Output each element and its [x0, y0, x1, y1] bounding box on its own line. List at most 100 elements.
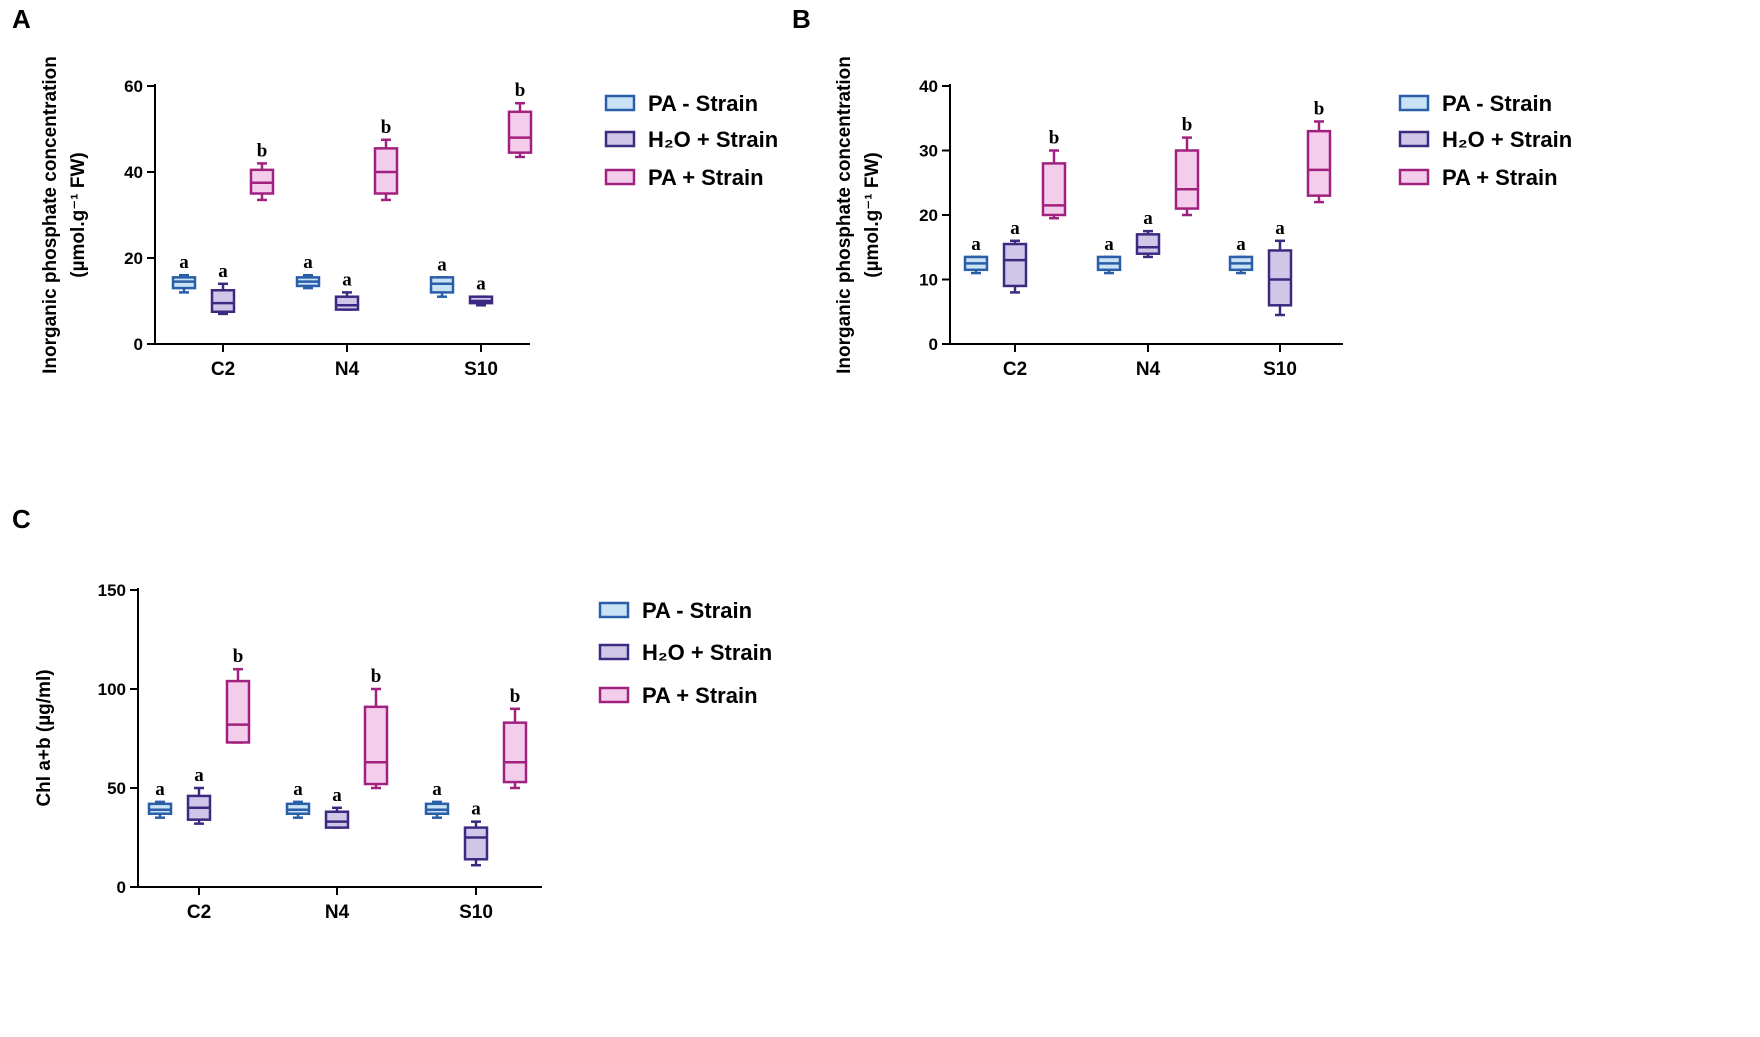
y-tick-label: 0: [117, 878, 126, 897]
box-pa_plus: b: [373, 117, 399, 202]
box-h2o_plus: a: [334, 269, 360, 311]
box-pa_plus: b: [249, 140, 275, 202]
significance-letter: b: [1314, 98, 1325, 119]
box-h2o_plus: a: [186, 765, 212, 825]
box-iqr: [225, 679, 251, 744]
significance-letter: a: [194, 765, 204, 786]
panel-label: C: [12, 504, 31, 534]
box-iqr: [210, 289, 236, 313]
box-pa_minus: a: [1228, 234, 1254, 275]
legend-label-pa_plus: PA + Strain: [648, 165, 764, 190]
legend-label-h2o_plus: H₂O + Strain: [642, 640, 772, 665]
box-h2o_plus: a: [468, 274, 494, 307]
box-pa_minus: a: [424, 779, 450, 819]
box-iqr: [1267, 249, 1293, 307]
box-pa_plus: b: [225, 646, 251, 744]
box-iqr: [334, 295, 360, 311]
legend-label-pa_minus: PA - Strain: [648, 91, 758, 116]
significance-letter: a: [1010, 218, 1020, 239]
x-tick-label: S10: [464, 359, 498, 380]
panel-a: A 0 20 40 60 C2 N4 S10 Inorganic phosphate conce…: [12, 4, 778, 380]
significance-letter: a: [293, 779, 303, 800]
legend-swatch-h2o_plus: [604, 130, 636, 148]
panel-label: B: [792, 4, 811, 34]
legend-swatch-pa_plus: [598, 686, 630, 704]
x-tick-label: S10: [1263, 359, 1297, 380]
box-pa_plus: b: [1306, 98, 1332, 204]
significance-letter: a: [471, 799, 481, 820]
x-tick-label: C2: [211, 359, 235, 380]
y-tick-label: 20: [919, 206, 938, 225]
significance-letter: a: [218, 261, 228, 282]
significance-letter: b: [233, 646, 244, 667]
panel-b: B 0 10 20 30 40 C2 N4 S10 Inorganic phosphate con…: [792, 4, 1572, 380]
y-axis-label: Inorganic phosphate concentration: [40, 56, 61, 374]
box-pa_plus: b: [1174, 115, 1200, 217]
significance-letter: a: [1275, 218, 1285, 239]
y-tick-label: 0: [929, 335, 938, 354]
y-tick-label: 60: [124, 77, 143, 96]
significance-letter: a: [1104, 234, 1114, 255]
box-iqr: [502, 721, 528, 784]
box-pa_minus: a: [963, 234, 989, 275]
significance-letter: a: [1236, 234, 1246, 255]
x-tick-label: C2: [1003, 359, 1027, 380]
box-iqr: [363, 705, 389, 786]
significance-letter: a: [437, 254, 447, 275]
x-tick-label: S10: [459, 902, 493, 923]
significance-letter: b: [1182, 115, 1193, 136]
y-tick-label: 10: [919, 271, 938, 290]
y-tick-label: 30: [919, 142, 938, 161]
box-h2o_plus: a: [324, 785, 350, 829]
panel-label: A: [12, 4, 31, 34]
legend-label-pa_minus: PA - Strain: [642, 598, 752, 623]
significance-letter: a: [342, 269, 352, 290]
box-iqr: [1174, 149, 1200, 210]
y-tick-label: 0: [134, 335, 143, 354]
box-iqr: [463, 826, 489, 861]
significance-letter: a: [332, 785, 342, 806]
box-iqr: [324, 810, 350, 829]
legend-swatch-pa_minus: [1398, 94, 1430, 112]
x-tick-label: N4: [335, 359, 360, 380]
box-iqr: [1002, 242, 1028, 288]
significance-letter: a: [155, 779, 165, 800]
significance-letter: a: [179, 252, 189, 273]
box-pa_minus: a: [295, 252, 321, 290]
box-pa_plus: b: [502, 686, 528, 790]
legend-swatch-h2o_plus: [598, 643, 630, 661]
box-h2o_plus: a: [1267, 218, 1293, 317]
box-pa_plus: b: [1041, 128, 1067, 220]
significance-letter: a: [432, 779, 442, 800]
y-axis-label: Chl a+b (µg/ml): [34, 669, 55, 806]
legend: PA - Strain H₂O + Strain PA + Strain: [604, 91, 778, 190]
x-tick-label: C2: [187, 902, 211, 923]
legend: PA - Strain H₂O + Strain PA + Strain: [1398, 91, 1572, 190]
significance-letter: b: [381, 117, 392, 138]
x-tick-label: N4: [325, 902, 350, 923]
box-pa_plus: b: [507, 80, 533, 159]
box-iqr: [1041, 162, 1067, 217]
significance-letter: b: [515, 80, 526, 101]
significance-letter: a: [1143, 208, 1153, 229]
significance-letter: a: [303, 252, 313, 273]
legend-label-pa_plus: PA + Strain: [642, 683, 758, 708]
y-tick-label: 50: [107, 779, 126, 798]
legend-swatch-pa_plus: [1398, 168, 1430, 186]
y-axis-label: Inorganic phosphate concentration: [834, 56, 855, 374]
significance-letter: a: [971, 234, 981, 255]
significance-letter: b: [1049, 128, 1060, 149]
box-iqr: [1135, 233, 1161, 255]
y-tick-label: 40: [919, 77, 938, 96]
legend-swatch-h2o_plus: [1398, 130, 1430, 148]
box-pa_minus: a: [171, 252, 197, 294]
box-iqr: [507, 110, 533, 154]
y-tick-label: 40: [124, 163, 143, 182]
y-tick-label: 150: [98, 581, 126, 600]
box-pa_minus: a: [285, 779, 311, 819]
y-axis-label-units: (µmol.g⁻¹ FW): [68, 152, 89, 277]
significance-letter: b: [510, 686, 521, 707]
significance-letter: b: [257, 140, 268, 161]
legend-swatch-pa_minus: [598, 601, 630, 619]
